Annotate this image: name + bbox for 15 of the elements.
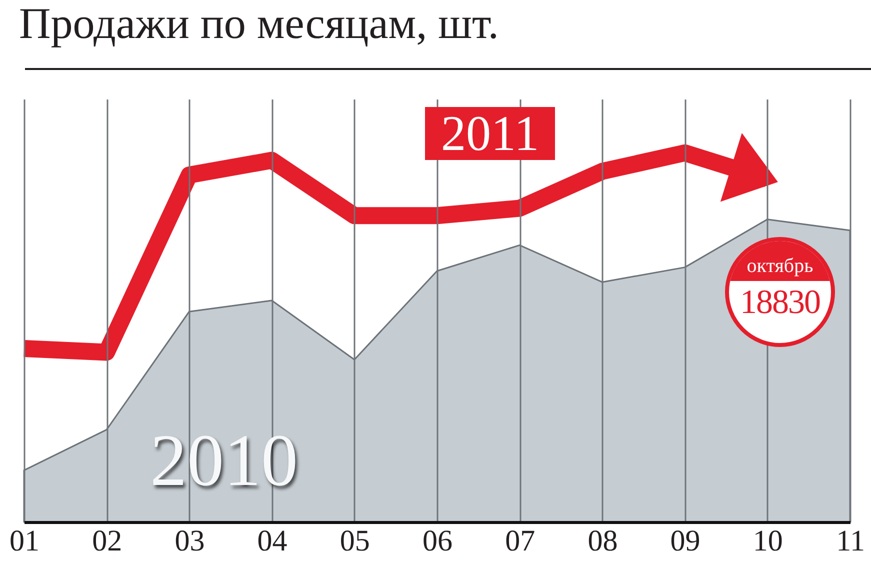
x-tick-label: 04 [257, 524, 288, 558]
x-tick-label: 05 [340, 524, 370, 558]
x-tick-label: 07 [505, 524, 536, 558]
annotation: 18830 [739, 284, 821, 321]
x-tick-label: 08 [588, 524, 618, 558]
x-tick-label: 01 [10, 524, 40, 558]
x-tick-label: 10 [752, 524, 783, 558]
series-label: 2011 [425, 105, 556, 161]
annotation: октябрь [746, 255, 814, 277]
x-tick-label: 11 [836, 524, 865, 558]
x-tick-label: 06 [422, 524, 452, 558]
x-tick-label: 03 [174, 524, 205, 558]
x-tick-label: 09 [670, 524, 700, 558]
chart-title: Продажи по месяцам, шт. [19, 0, 499, 48]
x-tick-label: 02 [92, 524, 122, 558]
